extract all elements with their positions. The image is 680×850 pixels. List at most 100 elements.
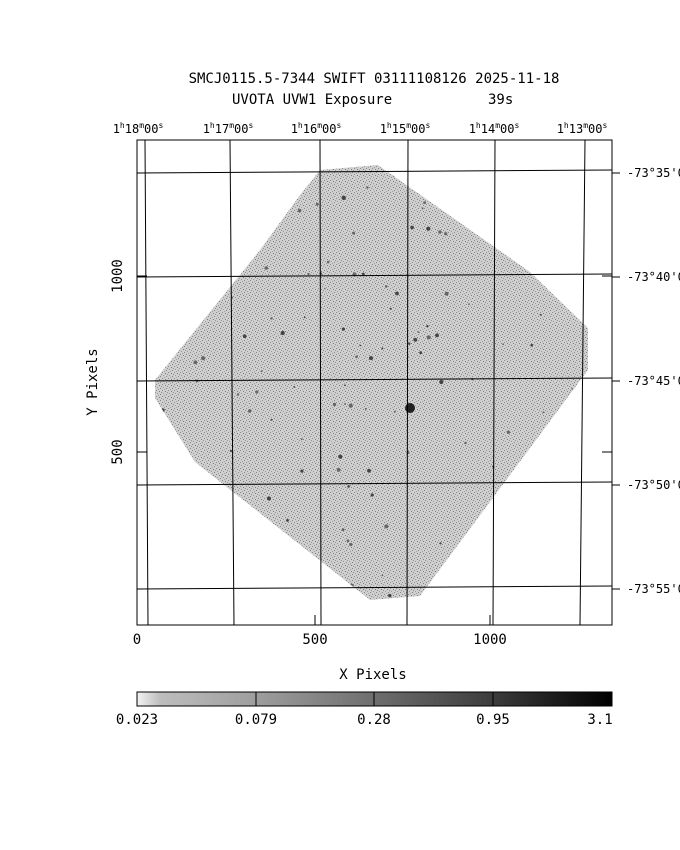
point-source [355, 355, 358, 359]
point-source [344, 384, 346, 387]
point-source [236, 393, 240, 396]
x-axis-label: X Pixels [339, 667, 407, 683]
ra-grid-line [144, 139, 149, 626]
y-tick-label: 500 [110, 439, 126, 465]
point-source [419, 351, 423, 355]
point-source [384, 285, 388, 288]
dec-grid-line [136, 273, 613, 278]
point-source [367, 468, 371, 473]
point-source [267, 496, 271, 501]
dec-grid-line [136, 169, 613, 174]
point-source [464, 441, 467, 445]
point-source [248, 409, 252, 413]
point-source [413, 337, 418, 342]
point-source [338, 454, 343, 459]
point-source [370, 493, 374, 497]
point-source [571, 388, 573, 390]
point-source [384, 524, 389, 529]
ra-label: 1h14m00s [468, 121, 520, 136]
point-source [381, 347, 384, 350]
colorbar-label: 3.1 [587, 712, 613, 728]
ra-label: 1h17m00s [202, 121, 254, 136]
point-source [439, 379, 444, 385]
point-source [341, 327, 345, 331]
point-source [530, 343, 533, 347]
point-source [359, 344, 362, 347]
coordinate-grid [136, 139, 613, 626]
pixel-ticks [136, 172, 620, 625]
x-tick-label: 1000 [473, 632, 507, 648]
point-source [421, 207, 424, 210]
x-tick-label: 500 [302, 632, 328, 648]
point-source [366, 186, 369, 189]
dec-label: -73°50'0 [627, 478, 680, 492]
point-source [389, 307, 392, 310]
point-source [410, 225, 414, 230]
point-source [468, 303, 470, 306]
point-source [381, 574, 384, 577]
point-source [315, 202, 319, 206]
plot-subtitle: UVOTA UVW1 Exposure [232, 92, 393, 108]
point-source [444, 232, 448, 236]
point-source [426, 335, 431, 340]
point-source [201, 356, 206, 361]
point-source [347, 485, 350, 488]
point-source [293, 386, 296, 388]
dec-label: -73°40'0 [627, 270, 680, 284]
point-source [341, 195, 346, 200]
plot-title: SMCJ0115.5-7344 SWIFT 03111108126 2025-1… [188, 71, 560, 87]
dec-grid-line [136, 377, 613, 382]
ra-label: 1h15m00s [379, 121, 431, 136]
y-axis-label: Y Pixels [85, 348, 101, 416]
point-source [426, 226, 431, 231]
point-source [280, 330, 285, 336]
point-source [438, 230, 442, 234]
ra-grid-line [319, 139, 322, 626]
point-source [439, 542, 442, 545]
point-source [348, 403, 353, 408]
point-source [417, 331, 420, 333]
x-tick-label: 0 [132, 632, 142, 648]
ra-label: 1h18m00s [112, 121, 164, 136]
point-source [193, 360, 198, 365]
point-source [346, 539, 350, 543]
ra-grid-line [406, 139, 409, 626]
point-source [297, 208, 302, 213]
point-source [539, 313, 543, 316]
point-source [324, 287, 326, 290]
point-source [444, 291, 449, 296]
colorbar-label: 0.95 [476, 712, 510, 728]
point-source [300, 438, 303, 441]
point-source [506, 430, 510, 434]
ra-label: 1h13m00s [556, 121, 608, 136]
exposure-time: 39s [488, 92, 514, 108]
point-source [395, 291, 399, 296]
point-source [300, 469, 304, 473]
point-source [435, 333, 439, 338]
point-source [502, 343, 505, 346]
ra-label: 1h16m00s [290, 121, 342, 136]
point-source [270, 418, 273, 421]
y-tick-label: 1000 [110, 259, 126, 293]
ra-grid-line [229, 139, 235, 626]
ra-grid-line [492, 139, 496, 626]
point-source [326, 260, 330, 264]
point-source [336, 468, 341, 472]
colorbar-label: 0.28 [357, 712, 391, 728]
point-source [426, 325, 429, 328]
point-source [361, 272, 365, 276]
dec-grid-line [136, 585, 613, 590]
point-source [542, 411, 545, 414]
dec-label: -73°55'0 [627, 582, 680, 596]
point-source [242, 334, 247, 339]
point-source [341, 528, 345, 532]
point-source [260, 370, 263, 373]
point-source [388, 593, 392, 598]
point-source [332, 402, 337, 407]
colorbar-label: 0.079 [234, 712, 278, 728]
point-source [364, 407, 367, 410]
point-source [307, 272, 310, 276]
point-source [408, 342, 411, 345]
point-source [344, 403, 346, 405]
